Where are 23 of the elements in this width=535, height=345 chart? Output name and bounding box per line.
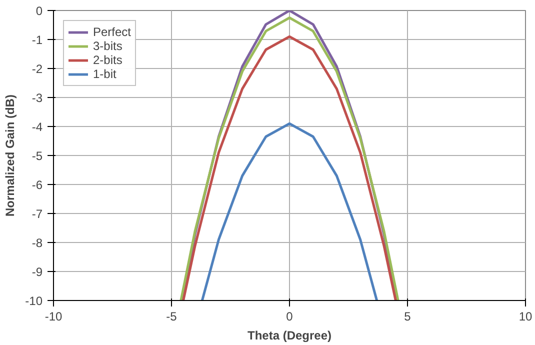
x-tick-label: -5 bbox=[166, 310, 178, 324]
y-tick-label: -6 bbox=[32, 178, 43, 192]
legend-label: Perfect bbox=[93, 25, 132, 39]
y-tick-label: -7 bbox=[32, 207, 43, 221]
y-tick-label: -4 bbox=[32, 120, 43, 134]
x-tick-label: 10 bbox=[518, 310, 532, 324]
y-tick-label: -10 bbox=[25, 294, 43, 308]
y-tick-label: -5 bbox=[32, 149, 43, 163]
y-axis-title: Normalized Gain (dB) bbox=[3, 94, 18, 217]
y-tick-label: -2 bbox=[32, 62, 43, 76]
x-tick-label: -10 bbox=[44, 310, 62, 324]
legend-label: 2-bits bbox=[93, 53, 122, 67]
y-tick-label: -8 bbox=[32, 236, 43, 250]
y-tick-label: -1 bbox=[32, 33, 43, 47]
legend-label: 1-bit bbox=[93, 67, 116, 81]
x-tick-label: 0 bbox=[286, 310, 294, 324]
line-series bbox=[200, 122, 378, 300]
x-axis-title: Theta (Degree) bbox=[247, 328, 332, 342]
y-tick-label: 0 bbox=[36, 4, 43, 18]
x-tick-label: 5 bbox=[404, 310, 412, 324]
legend-label: 3-bits bbox=[93, 39, 122, 53]
y-tick-label: -3 bbox=[32, 91, 43, 105]
y-tick-label: -9 bbox=[32, 265, 43, 279]
